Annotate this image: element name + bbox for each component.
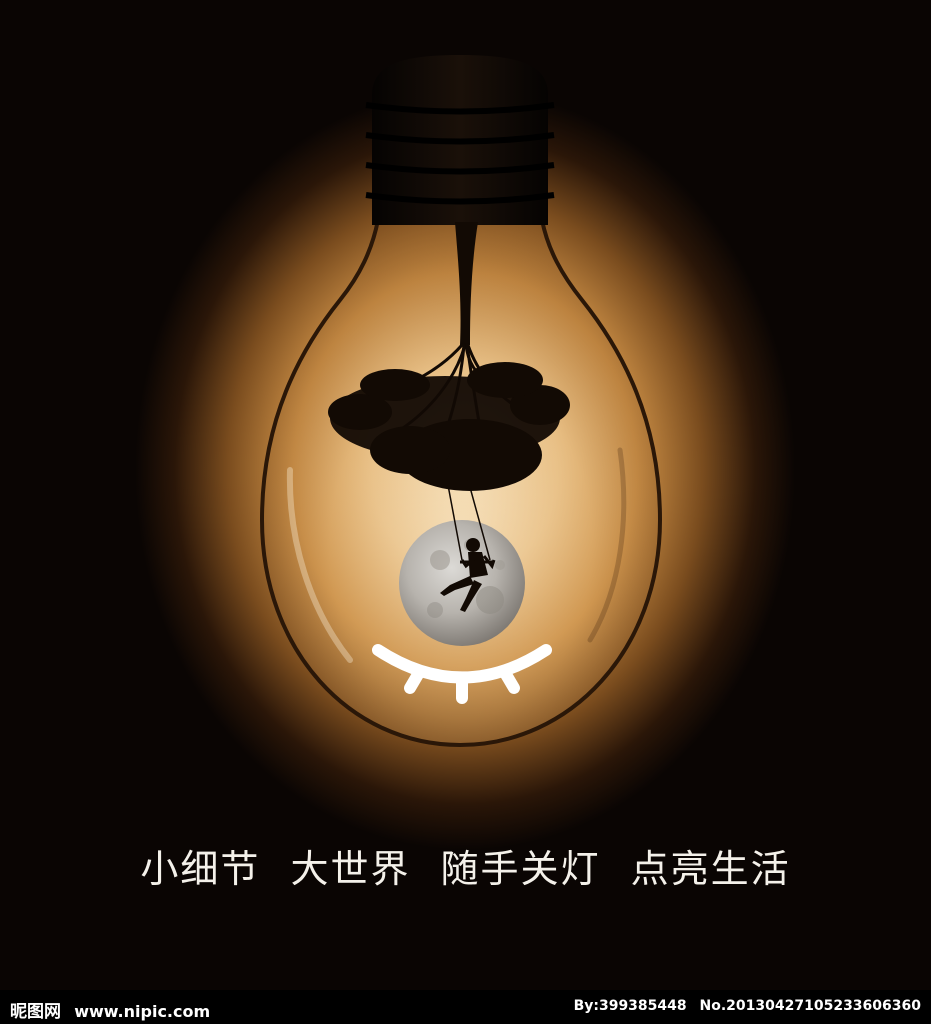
tree-silhouette [328,222,570,491]
watermark-site-url: www.nipic.com [74,1002,211,1021]
bulb-screw-cap [365,55,555,225]
closed-eye-icon [372,644,552,704]
watermark-credit: By:399385448 No.20130427105233606360 [566,998,921,1014]
watermark-site-name: 昵图网 [10,1002,61,1022]
watermark-image-number: No.20130427105233606360 [699,998,921,1014]
slogan-part-4: 点亮生活 [630,847,791,891]
slogan: 小细节 大世界 随手关灯 点亮生活 [0,838,931,893]
watermark-bar: 昵图网 www.nipic.com By:399385448 No.201304… [0,990,931,1024]
watermark-brand: 昵图网 www.nipic.com [10,997,210,1022]
slogan-part-3: 随手关灯 [440,847,601,891]
slogan-part-2: 大世界 [290,847,411,891]
watermark-author: By:399385448 [573,998,687,1014]
slogan-part-1: 小细节 [140,847,261,891]
child-on-swing [440,479,496,612]
